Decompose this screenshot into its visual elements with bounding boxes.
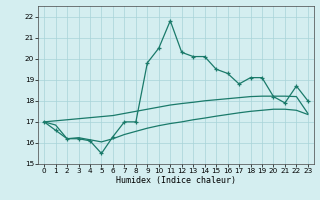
- X-axis label: Humidex (Indice chaleur): Humidex (Indice chaleur): [116, 176, 236, 185]
